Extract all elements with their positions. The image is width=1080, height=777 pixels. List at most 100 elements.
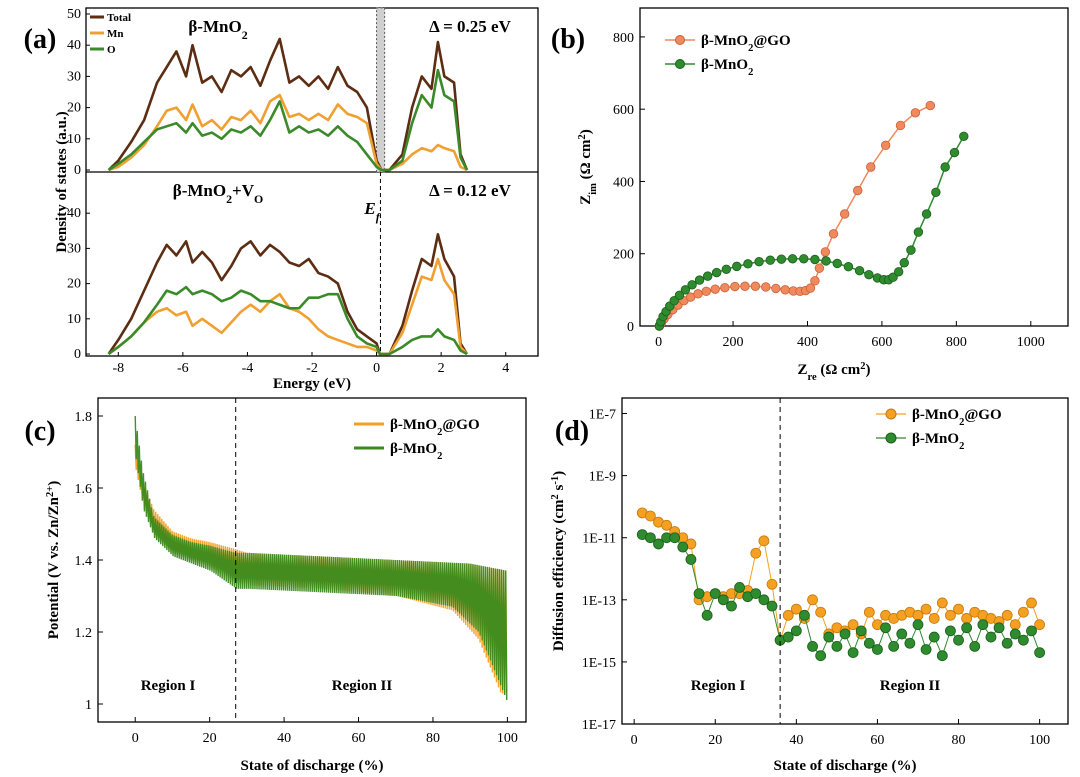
nyquist-point bbox=[721, 264, 732, 274]
diffusion-point bbox=[936, 597, 948, 609]
nyquist-point bbox=[693, 289, 703, 299]
nyquist-point bbox=[913, 227, 924, 237]
nyquist-point bbox=[853, 185, 863, 196]
y-tick-label: 0 bbox=[74, 347, 81, 362]
nyquist-point bbox=[864, 269, 874, 280]
y-tick-label: 1E-9 bbox=[589, 470, 616, 485]
diffusion-point bbox=[993, 622, 1005, 634]
legend-label-total: Total bbox=[107, 12, 131, 24]
y-tick-label: 1E-13 bbox=[582, 594, 616, 609]
x-tick-label: 80 bbox=[426, 731, 440, 746]
y-tick-label: 30 bbox=[67, 241, 81, 256]
x-axis-label: Zre (Ω cm2) bbox=[797, 361, 870, 383]
gap-label-0: Δ = 0.25 eV bbox=[429, 17, 511, 36]
nyquist-point bbox=[906, 245, 916, 255]
nyquist-point bbox=[931, 187, 941, 197]
x-tick-label: 60 bbox=[352, 731, 366, 746]
diffusion-point bbox=[928, 631, 940, 643]
diffusion-point bbox=[782, 631, 794, 643]
x-tick-label: 40 bbox=[277, 731, 291, 746]
diffusion-point bbox=[912, 619, 924, 631]
x-tick-label: 0 bbox=[373, 361, 380, 376]
diffusion-point bbox=[1018, 634, 1029, 646]
plot-frame bbox=[639, 7, 1069, 327]
nyquist-point bbox=[949, 147, 960, 158]
nyquist-point bbox=[754, 256, 764, 267]
diffusion-point bbox=[1018, 606, 1029, 618]
nyquist-point bbox=[771, 283, 781, 294]
y-tick-label: 40 bbox=[67, 206, 81, 221]
diffusion-point bbox=[807, 640, 818, 652]
gap-label-1: Δ = 0.12 eV bbox=[429, 181, 511, 200]
y-tick-label: 200 bbox=[613, 248, 634, 263]
diffusion-point bbox=[969, 640, 981, 652]
diffusion-point bbox=[790, 603, 802, 615]
nyquist-point bbox=[740, 281, 750, 291]
y-tick-label: 1.6 bbox=[75, 482, 93, 497]
nyquist-point bbox=[893, 267, 904, 277]
x-axis-label: Energy (eV) bbox=[273, 376, 351, 392]
y-tick-label: 1.4 bbox=[75, 554, 93, 569]
x-tick-label: 400 bbox=[797, 335, 818, 350]
diffusion-point bbox=[904, 637, 916, 649]
x-tick-label: 2 bbox=[438, 361, 445, 376]
nyquist-point bbox=[820, 247, 831, 257]
plot-frame bbox=[621, 397, 1069, 725]
diffusion-point bbox=[766, 600, 778, 612]
nyquist-point bbox=[711, 267, 722, 278]
nyquist-point bbox=[880, 140, 891, 151]
diffusion-point bbox=[1034, 619, 1046, 631]
diffusion-point bbox=[945, 625, 956, 637]
diffusion-point bbox=[896, 628, 908, 640]
y-tick-label: 1 bbox=[85, 698, 92, 713]
panel-label-a: (a) bbox=[24, 24, 57, 55]
nyquist-point bbox=[940, 162, 950, 172]
diffusion-point bbox=[839, 628, 851, 640]
diffusion-point bbox=[1034, 647, 1046, 658]
nyquist-point bbox=[730, 281, 740, 292]
nyquist-point bbox=[787, 254, 798, 264]
diffusion-point bbox=[977, 619, 989, 631]
dos-line-total bbox=[107, 233, 469, 356]
nyquist-point bbox=[832, 258, 842, 269]
diffusion-point bbox=[766, 578, 778, 590]
nyquist-point bbox=[854, 266, 865, 276]
diffusion-point bbox=[726, 600, 737, 612]
dos-line-mn bbox=[108, 93, 468, 172]
x-tick-label: 40 bbox=[789, 733, 803, 748]
x-tick-label: 800 bbox=[946, 335, 967, 350]
y-tick-label: 1E-7 bbox=[589, 408, 616, 423]
legend-marker-0 bbox=[675, 35, 685, 45]
diffusion-point bbox=[709, 588, 721, 599]
diffusion-point bbox=[888, 640, 900, 652]
legend-label-1: β-MnO2 bbox=[390, 441, 442, 462]
x-axis-label: State of discharge (%) bbox=[774, 758, 917, 774]
diffusion-point bbox=[847, 619, 859, 631]
legend-label-1: β-MnO2 bbox=[912, 431, 964, 452]
y-tick-label: 10 bbox=[67, 132, 81, 147]
diffusion-point bbox=[815, 650, 827, 662]
diffusion-point bbox=[880, 622, 891, 634]
diffusion-point bbox=[677, 541, 689, 553]
x-tick-label: 100 bbox=[1029, 733, 1050, 748]
diffusion-point bbox=[1009, 619, 1021, 631]
diffusion-point bbox=[823, 631, 835, 643]
diffusion-point bbox=[693, 588, 705, 599]
dos-line-total bbox=[107, 37, 469, 172]
diffusion-point bbox=[644, 510, 656, 522]
nyquist-point bbox=[674, 290, 685, 300]
y-axis-label: Density of states (a.u.) bbox=[54, 111, 70, 252]
diffusion-point bbox=[855, 625, 867, 637]
x-tick-label: 20 bbox=[708, 733, 722, 748]
nyquist-point bbox=[680, 285, 691, 295]
diffusion-point bbox=[750, 547, 762, 559]
diffusion-point bbox=[1026, 597, 1037, 609]
diffusion-point bbox=[936, 650, 948, 662]
region-label-1: Region I bbox=[141, 678, 196, 694]
nyquist-point bbox=[750, 281, 761, 291]
y-tick-label: 20 bbox=[67, 101, 81, 116]
dos-line-mn bbox=[107, 257, 468, 356]
nyquist-point bbox=[843, 262, 854, 272]
